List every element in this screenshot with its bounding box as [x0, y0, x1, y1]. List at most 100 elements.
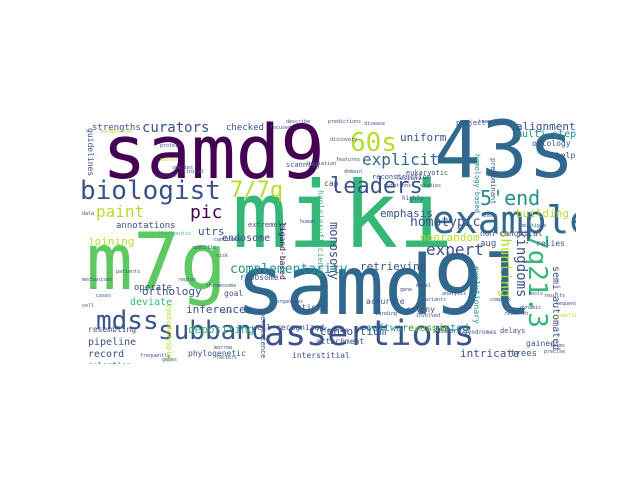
word-multi-step: multi-step	[516, 129, 576, 140]
word-strengths: strengths	[92, 123, 141, 133]
word-consortium: consortium	[320, 325, 387, 338]
word-disease: disease	[364, 121, 386, 127]
word-expert: expert	[426, 240, 484, 259]
word-biologist: biologist	[80, 176, 221, 206]
word-syndromes: syndromes	[464, 329, 497, 336]
word-software-assisted: software-assisted	[366, 323, 469, 334]
word-60s: 60s	[350, 128, 397, 158]
word-ontology: ontology	[532, 139, 571, 148]
word-retrieving: retrieving	[360, 260, 427, 273]
word-therapeutic: therapeutic	[158, 231, 192, 237]
word-extremely: extremely	[248, 221, 286, 229]
word-organisms: organisms	[276, 299, 304, 305]
word-annotations: annotations	[116, 221, 176, 231]
word-aug: aug	[480, 239, 497, 249]
word-candidate: candidate	[214, 237, 242, 243]
word-emphasis: emphasis	[380, 207, 433, 220]
word-model: model	[416, 283, 432, 289]
word-forms: forms	[550, 343, 566, 349]
word-project: project	[456, 119, 486, 127]
word-dynamic: dynamic	[520, 305, 542, 311]
word-5-end: 5'end	[480, 186, 541, 210]
word-operate: operate	[134, 283, 172, 293]
word-reference: reference	[316, 327, 349, 334]
word-non-canonical: non-canonical	[480, 229, 543, 238]
word-shunting: shunting	[497, 230, 513, 298]
word-initiation: initiation	[306, 161, 337, 167]
word-highly: highly	[402, 195, 424, 202]
word-well-recognized: well-recognized	[252, 323, 325, 332]
word-mdss: mdss	[96, 306, 159, 336]
word-scanning: scanning	[286, 161, 320, 169]
word-research: research	[504, 311, 529, 317]
word-pic: pic	[190, 202, 223, 223]
word-eukaryotic: eukaryotic	[406, 169, 449, 177]
word-nonrandom: nonrandom	[420, 231, 480, 244]
word-checked: checked	[226, 123, 264, 133]
word-utrs: utrs	[198, 225, 225, 238]
word-homotypic: homotypic	[410, 215, 481, 230]
word-recognition: recognition	[100, 129, 134, 135]
word-paint: paint	[96, 202, 145, 221]
word-species: species	[172, 165, 194, 171]
word-factors: factors	[216, 355, 238, 361]
word-analysis: analysis	[442, 291, 467, 297]
word-domain: domain	[344, 169, 363, 175]
word-inferences: inferences	[186, 303, 253, 316]
word-mutations: mutations	[384, 183, 412, 189]
word-modelling: modelling	[556, 313, 576, 319]
word-evolution: evolution	[410, 325, 448, 333]
word-precise: precise	[544, 349, 566, 355]
word-risk: risk	[216, 253, 229, 259]
word-marrow: marrow	[214, 345, 233, 351]
word-examples: examples	[432, 198, 576, 242]
word-studies: studies	[420, 183, 442, 189]
word-trees: trees	[510, 349, 538, 359]
word-specific: specific	[192, 245, 217, 251]
word-helps: helps	[556, 151, 576, 160]
word-homology-based: homology-based	[473, 154, 481, 214]
word-orthology: orthology	[142, 285, 202, 298]
word-interstitial: interstitial	[292, 351, 350, 360]
word-goal: goal	[224, 289, 244, 298]
word-subband: subband	[158, 316, 268, 346]
word-article: article	[292, 303, 326, 312]
word-tools: tools	[528, 291, 544, 297]
word-delays: delays	[500, 327, 526, 335]
word-samd9l: samd9l	[236, 239, 533, 334]
word-joining: joining	[88, 235, 135, 248]
word-intricate: intricate	[460, 347, 520, 360]
word-uniform: uniform	[400, 131, 447, 144]
word-reconstruction: reconstruction	[372, 173, 432, 181]
word-semi-automated: semi-automated	[550, 266, 561, 351]
word-endosome: endosome	[222, 233, 271, 244]
word-describe: describe	[286, 119, 311, 125]
word-explicit: explicit	[362, 150, 440, 169]
word-features: features	[336, 157, 361, 163]
word-predictions: predictions	[328, 119, 362, 125]
word-pipeline: pipeline	[88, 337, 137, 348]
word-mirror: mirror	[160, 157, 179, 163]
word-depositing: depositing	[188, 323, 255, 336]
word-cloud: samd9 43s miki samd9l m7g examples asser…	[80, 118, 576, 364]
word-7-7q: 7/7q	[230, 178, 283, 203]
word-translation: translation	[478, 119, 512, 125]
word-discovery: discovery	[330, 137, 358, 143]
word-region: region	[178, 277, 197, 283]
word-relies: relies	[536, 239, 565, 248]
word-record: record	[88, 349, 125, 360]
word-gene: gene	[400, 287, 413, 293]
word-multiple: multiple	[522, 223, 547, 229]
word-known: known	[482, 213, 498, 219]
word-predominant: predominant	[489, 158, 497, 205]
word-data: data	[82, 211, 95, 217]
word-summarize: summarize	[432, 327, 470, 335]
word-ribosome: ribosome	[240, 273, 279, 282]
word-cell: cell	[82, 303, 95, 309]
word-chromosome: chromosome	[206, 283, 237, 289]
word-resembling: resembling	[88, 325, 137, 334]
word-phylogenetic: phylogenetic	[188, 349, 246, 358]
word-kingdoms: kingdoms	[513, 230, 529, 298]
word-43s: 43s	[434, 118, 575, 196]
word-miki: miki	[232, 162, 454, 269]
